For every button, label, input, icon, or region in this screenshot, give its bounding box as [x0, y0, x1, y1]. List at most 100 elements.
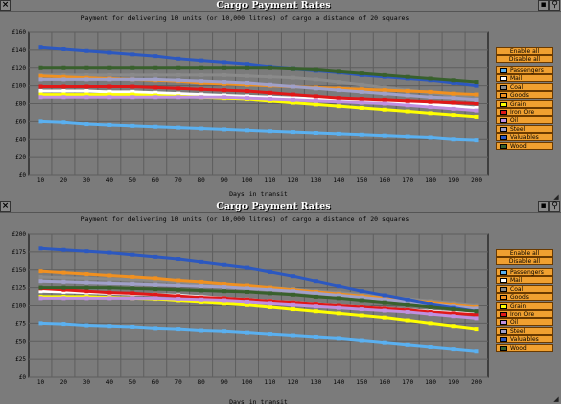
x-tick-label: 60	[152, 379, 160, 386]
data-point	[153, 287, 158, 292]
shade-icon[interactable]: ▪	[538, 201, 549, 212]
legend-item-goods[interactable]: Goods	[496, 91, 553, 100]
data-point	[153, 326, 158, 331]
data-point	[176, 65, 181, 70]
legend-item-valuables[interactable]: Valuables	[496, 133, 553, 142]
data-point	[313, 309, 318, 314]
data-point	[130, 324, 135, 329]
data-point	[290, 289, 295, 294]
legend-item-goods[interactable]: Goods	[496, 293, 553, 302]
data-point	[313, 77, 318, 82]
data-point	[38, 119, 43, 124]
data-point	[107, 281, 112, 286]
legend-item-passengers[interactable]: Passengers	[496, 268, 553, 276]
legend-swatch	[500, 143, 507, 149]
pin-icon[interactable]: ⚲	[549, 201, 560, 212]
data-point	[405, 342, 410, 347]
title-bar[interactable]: × Cargo Payment Rates ▪ ⚲	[0, 201, 561, 213]
pin-icon[interactable]: ⚲	[549, 0, 560, 11]
legend-swatch	[500, 345, 507, 351]
legend-item-grain[interactable]: Grain	[496, 99, 553, 108]
data-point	[84, 272, 89, 277]
data-point	[474, 97, 479, 102]
data-point	[107, 92, 112, 97]
data-point	[405, 302, 410, 307]
data-point	[313, 291, 318, 296]
data-point	[199, 259, 204, 264]
title-bar[interactable]: × Cargo Payment Rates ▪ ⚲	[0, 0, 561, 12]
data-point	[222, 329, 227, 334]
data-point	[222, 296, 227, 301]
close-icon[interactable]: ×	[0, 0, 11, 11]
data-point	[84, 296, 89, 301]
legend-item-coal[interactable]: Coal	[496, 82, 553, 91]
x-tick-label: 30	[83, 177, 91, 184]
data-point	[267, 269, 272, 274]
x-tick-label: 200	[471, 177, 482, 184]
data-point	[199, 284, 204, 289]
data-point	[222, 289, 227, 294]
data-point	[107, 285, 112, 290]
y-tick-label: £200	[12, 231, 27, 238]
legend-item-grain[interactable]: Grain	[496, 301, 553, 310]
x-tick-label: 190	[448, 177, 459, 184]
cargo-payment-window-1: £0 £20 £40 £60 £80 £100 £120 £140 £160 10 20 30 40 50…	[0, 0, 561, 202]
data-point	[107, 250, 112, 255]
data-point	[107, 77, 112, 82]
legend-item-mail[interactable]: Mail	[496, 276, 553, 285]
legend-item-coal[interactable]: Coal	[496, 284, 553, 293]
legend-item-iron-ore[interactable]: Iron Ore	[496, 310, 553, 318]
data-point	[245, 128, 250, 133]
data-point	[245, 80, 250, 85]
legend-item-oil[interactable]: Oil	[496, 318, 553, 327]
legend-item-wood[interactable]: Wood	[496, 141, 553, 150]
y-tick-label: £25	[15, 356, 26, 363]
enable-all-button[interactable]: Enable all	[496, 249, 553, 257]
data-point	[267, 304, 272, 309]
x-tick-label: 30	[83, 379, 91, 386]
legend-item-passengers[interactable]: Passengers	[496, 66, 553, 74]
x-tick-label: 70	[175, 379, 183, 386]
data-point	[61, 74, 66, 79]
data-point	[84, 285, 89, 290]
shade-icon[interactable]: ▪	[538, 0, 549, 11]
data-point	[451, 104, 456, 109]
data-point	[222, 80, 227, 85]
data-point	[222, 88, 227, 93]
data-point	[267, 82, 272, 87]
data-point	[130, 52, 135, 57]
x-tick-label: 40	[106, 177, 114, 184]
y-tick-label: £0	[19, 172, 27, 179]
disable-all-button[interactable]: Disable all	[496, 55, 553, 63]
legend-item-wood[interactable]: Wood	[496, 343, 553, 352]
legend-item-oil[interactable]: Oil	[496, 116, 553, 125]
window-title: Cargo Payment Rates	[216, 0, 331, 11]
legend-label: Steel	[510, 125, 526, 133]
legend-swatch	[500, 84, 507, 90]
data-point	[84, 122, 89, 127]
legend-item-iron-ore[interactable]: Iron Ore	[496, 108, 553, 116]
legend-item-steel[interactable]: Steel	[496, 124, 553, 133]
data-point	[382, 88, 387, 93]
legend-item-steel[interactable]: Steel	[496, 326, 553, 335]
data-point	[38, 92, 43, 97]
data-point	[38, 274, 43, 279]
data-point	[84, 72, 89, 77]
data-point	[382, 97, 387, 102]
data-point	[428, 304, 433, 309]
data-point	[405, 309, 410, 314]
data-point	[84, 88, 89, 93]
data-point	[405, 98, 410, 103]
resize-grip-icon[interactable]: ◢	[553, 395, 559, 403]
data-point	[451, 324, 456, 329]
enable-all-button[interactable]: Enable all	[496, 47, 553, 55]
series-line-steel	[40, 279, 477, 310]
close-icon[interactable]: ×	[0, 201, 11, 212]
resize-grip-icon[interactable]: ◢	[553, 193, 559, 201]
data-point	[199, 79, 204, 84]
legend-swatch	[500, 110, 507, 115]
disable-all-button[interactable]: Disable all	[496, 257, 553, 265]
legend-item-mail[interactable]: Mail	[496, 74, 553, 83]
legend-item-valuables[interactable]: Valuables	[496, 335, 553, 344]
data-point	[474, 316, 479, 321]
